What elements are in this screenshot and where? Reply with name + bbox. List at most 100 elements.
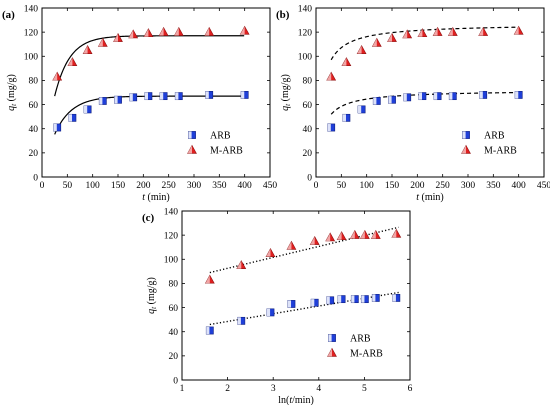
legend-marker-arb (188, 131, 196, 139)
data-point-arb (98, 97, 107, 105)
data-point-arb (357, 105, 366, 114)
x-axis-title: t (min) (416, 192, 444, 203)
data-point-arb (337, 295, 346, 304)
data-point-m-arb (239, 25, 250, 35)
x-tick-label: 5 (362, 384, 367, 394)
x-tick-label: 150 (385, 181, 400, 191)
data-point-m-arb (286, 240, 297, 250)
fit-curve-arb (330, 91, 519, 115)
y-tick-label: 60 (29, 101, 39, 111)
legend-marker-arb (328, 334, 336, 342)
data-point-m-arb (128, 29, 139, 39)
data-point-m-arb (391, 228, 402, 238)
data-point-arb (514, 91, 523, 99)
data-point-arb (83, 105, 92, 114)
x-tick-label: 1 (180, 384, 185, 394)
data-point-m-arb (371, 37, 382, 47)
data-point-arb (144, 92, 153, 101)
y-tick-label: 40 (29, 125, 39, 135)
chart-panel-0: 0 50 100 150 200 250 300 350 400 450 0 20 40 60 80 100 1… (2, 4, 277, 203)
y-tick-label: 60 (169, 304, 179, 314)
y-axis-title: qt (mg/g) (6, 74, 18, 111)
plot-frame (315, 7, 545, 178)
data-point-m-arb (265, 248, 276, 257)
legend-label-m-arb: M-ARB (350, 349, 383, 360)
y-tick-label: 20 (303, 149, 313, 159)
data-point-m-arb (402, 29, 413, 39)
x-tick-label: 100 (86, 181, 101, 191)
plot-frame (41, 7, 271, 178)
fit-lines (209, 226, 399, 326)
data-point-arb (418, 92, 427, 101)
legend-label-m-arb: M-ARB (484, 146, 517, 157)
data-point-m-arb (309, 235, 320, 245)
legend-marker-arb (462, 131, 470, 139)
data-point-arb (342, 113, 351, 122)
legend-marker-m-arb (327, 347, 337, 357)
panel-label: (c) (142, 212, 155, 224)
data-point-arb (287, 300, 296, 308)
data-point-arb (360, 295, 369, 304)
data-point-m-arb (113, 32, 123, 42)
data-point-arb (403, 93, 412, 102)
data-point-m-arb (204, 274, 215, 284)
legend-label-m-arb: M-ARB (210, 146, 243, 157)
x-tick-label: 300 (461, 181, 476, 191)
data-point-m-arb (326, 71, 337, 81)
data-point-arb (372, 97, 381, 105)
data-point-m-arb (325, 232, 336, 242)
x-tick-label: 50 (63, 181, 73, 191)
x-tick-label: 150 (111, 181, 126, 191)
x-tick-label: 450 (537, 181, 550, 191)
data-point-arb (53, 123, 62, 132)
data-point-arb (327, 123, 336, 132)
data-point-m-arb (356, 45, 367, 54)
y-tick-label: 20 (29, 149, 39, 159)
data-point-m-arb (370, 229, 381, 239)
y-tick-label: 100 (298, 53, 313, 63)
data-point-m-arb (341, 57, 352, 67)
y-tick-label: 120 (298, 28, 313, 38)
plot-frame (181, 210, 411, 381)
data-point-m-arb (82, 45, 93, 54)
x-tick-label: 0 (40, 181, 45, 191)
x-axis-title: t (min) (142, 192, 170, 203)
legend-marker-m-arb (187, 144, 197, 154)
y-axis-title: qt (mg/g) (280, 74, 292, 111)
x-tick-label: 0 (314, 181, 319, 191)
x-tick-label: 50 (337, 181, 347, 191)
panel-label: (b) (276, 9, 290, 21)
data-point-m-arb (349, 229, 360, 239)
data-point-m-arb (359, 229, 370, 239)
x-tick-label: 6 (408, 384, 413, 394)
data-point-arb (205, 91, 214, 99)
y-tick-label: 60 (303, 101, 313, 111)
y-tick-label: 120 (24, 28, 39, 38)
y-tick-label: 140 (164, 207, 179, 217)
x-tick-label: 4 (316, 384, 321, 394)
data-point-arb (240, 91, 249, 99)
data-point-m-arb (417, 28, 428, 38)
x-tick-label: 350 (212, 181, 227, 191)
x-tick-label: 400 (512, 181, 527, 191)
data-point-arb (392, 294, 401, 302)
data-point-m-arb (447, 26, 458, 36)
x-tick-label: 200 (136, 181, 151, 191)
data-point-arb (68, 113, 77, 122)
x-tick-label: 450 (263, 181, 278, 191)
y-tick-label: 40 (303, 125, 313, 135)
data-point-m-arb (387, 32, 397, 42)
y-tick-label: 80 (303, 77, 313, 87)
data-point-arb (388, 95, 396, 104)
fit-curve-arb (209, 291, 399, 326)
data-point-m-arb (513, 25, 524, 35)
y-tick-label: 0 (307, 173, 312, 183)
data-point-m-arb (204, 26, 215, 36)
y-tick-label: 80 (169, 280, 179, 290)
data-point-m-arb (143, 28, 154, 38)
chart-panel-1: 0 50 100 150 200 250 300 350 400 450 0 20 40 60 80 100 1… (276, 4, 550, 203)
y-tick-label: 80 (29, 77, 39, 87)
